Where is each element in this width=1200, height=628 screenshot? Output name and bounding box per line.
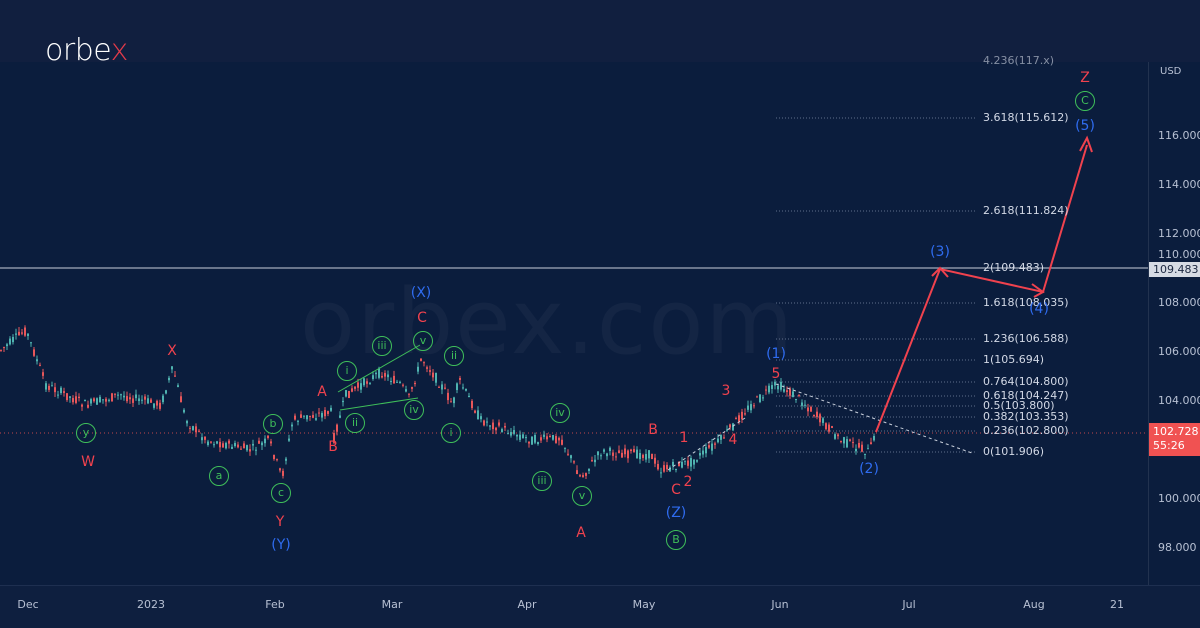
- wave-label-circled: ii: [345, 413, 365, 433]
- wave-label-circled: v: [572, 486, 592, 506]
- wave-label-circled: iii: [532, 471, 552, 491]
- y-tick-label: 106.000: [1158, 345, 1200, 358]
- wave-label-red: A: [317, 384, 327, 400]
- price-axis[interactable]: [1148, 62, 1200, 585]
- wave-label-blue: (4): [1029, 301, 1049, 317]
- y-tick-label: 108.000: [1158, 296, 1200, 309]
- fib-level-label: 0.764(104.800): [983, 375, 1069, 388]
- header-band: [0, 0, 1200, 62]
- wave-label-blue: (X): [410, 285, 432, 301]
- y-tick-label: 112.000: [1158, 227, 1200, 240]
- wave-label-red: A: [576, 525, 586, 541]
- x-tick-label: Apr: [517, 598, 537, 611]
- wave-label-circled: y: [76, 423, 96, 443]
- wave-label-circled: i: [337, 361, 357, 381]
- y-tick-label: 110.000: [1158, 248, 1200, 261]
- forecast-path: [875, 135, 1093, 433]
- wave-label-circled: i: [441, 423, 461, 443]
- y-tick-label: 100.000: [1158, 492, 1200, 505]
- fib-level-label: 0.236(102.800): [983, 424, 1069, 437]
- wave-label-red: Z: [1080, 70, 1090, 86]
- level-price-tag: 109.483: [1149, 262, 1200, 277]
- fib-level-label: 1.618(108.035): [983, 296, 1069, 309]
- wave-label-blue: (1): [766, 346, 786, 362]
- wave-label-blue: (Z): [665, 505, 687, 521]
- y-tick-label: 98.000: [1158, 541, 1197, 554]
- fib-level-label: 0.382(103.353): [983, 410, 1069, 423]
- x-tick-label: Aug: [1023, 598, 1045, 611]
- wave-label-blue: (5): [1075, 118, 1095, 134]
- x-tick-label: Jul: [902, 598, 916, 611]
- fib-level-label: 0.5(103.800): [983, 399, 1055, 412]
- current-price: 102.728: [1153, 425, 1199, 438]
- wave-label-red: C: [671, 482, 681, 498]
- wave-label-circled: c: [271, 483, 291, 503]
- x-tick-label: Feb: [265, 598, 285, 611]
- fib-level-label: 3.618(115.612): [983, 111, 1069, 124]
- x-tick-label: 2023: [137, 598, 165, 611]
- wave-label-circled: a: [209, 466, 229, 486]
- x-tick-label: Mar: [381, 598, 403, 611]
- wave-label-red: C: [417, 310, 427, 326]
- wave-label-circled: B: [666, 530, 686, 550]
- logo-text: orbe: [45, 33, 111, 68]
- wave-label-red: 1: [679, 430, 689, 446]
- fib-level-label: 1(105.694): [983, 353, 1045, 366]
- x-tick-label: Jun: [771, 598, 789, 611]
- current-price-tag: 102.728 55:26: [1149, 423, 1200, 456]
- fib-level-label: 0.618(104.247): [983, 389, 1069, 402]
- fib-level-label: 0(101.906): [983, 445, 1045, 458]
- wave-label-circled: iv: [550, 403, 570, 423]
- wave-label-blue: (3): [930, 244, 950, 260]
- wave-label-red: W: [81, 454, 95, 470]
- fib-level-label: 2.618(111.824): [983, 204, 1069, 217]
- wave-label-circled: iv: [404, 400, 424, 420]
- y-tick-label: 116.000: [1158, 129, 1200, 142]
- wave-label-circled: v: [413, 331, 433, 351]
- wave-label-circled: ii: [444, 346, 464, 366]
- wave-label-red: Y: [275, 514, 285, 530]
- wave-label-circled: iii: [372, 336, 392, 356]
- x-tick-label: May: [632, 598, 656, 611]
- watermark: orbex.com: [300, 270, 795, 375]
- fib-level-label: 2(109.483): [983, 261, 1045, 274]
- wave-label-red: B: [328, 439, 338, 455]
- wave-label-red: X: [167, 343, 177, 359]
- wave-label-circled: C: [1075, 91, 1095, 111]
- wave-label-blue: (2): [859, 461, 879, 477]
- bar-countdown: 55:26: [1153, 439, 1185, 452]
- wave-label-red: 5: [771, 366, 781, 382]
- time-axis[interactable]: [0, 585, 1200, 628]
- brand-logo: orbex: [45, 36, 128, 66]
- wave-label-red: 2: [683, 474, 693, 490]
- x-tick-label: 21: [1110, 598, 1124, 611]
- wave-label-red: B: [648, 422, 658, 438]
- x-tick-label: Dec: [17, 598, 39, 611]
- currency-unit: USD: [1160, 66, 1182, 77]
- y-tick-label: 114.000: [1158, 178, 1200, 191]
- wave-label-circled: b: [263, 414, 283, 434]
- fib-level-label: 1.236(106.588): [983, 332, 1069, 345]
- logo-accent: x: [110, 33, 129, 68]
- fib-level-label: 4.236(117.x): [983, 54, 1055, 67]
- y-tick-label: 104.000: [1158, 394, 1200, 407]
- wave-label-red: 3: [721, 383, 731, 399]
- wave-label-blue: (Y): [271, 537, 291, 553]
- wave-label-red: 4: [728, 432, 738, 448]
